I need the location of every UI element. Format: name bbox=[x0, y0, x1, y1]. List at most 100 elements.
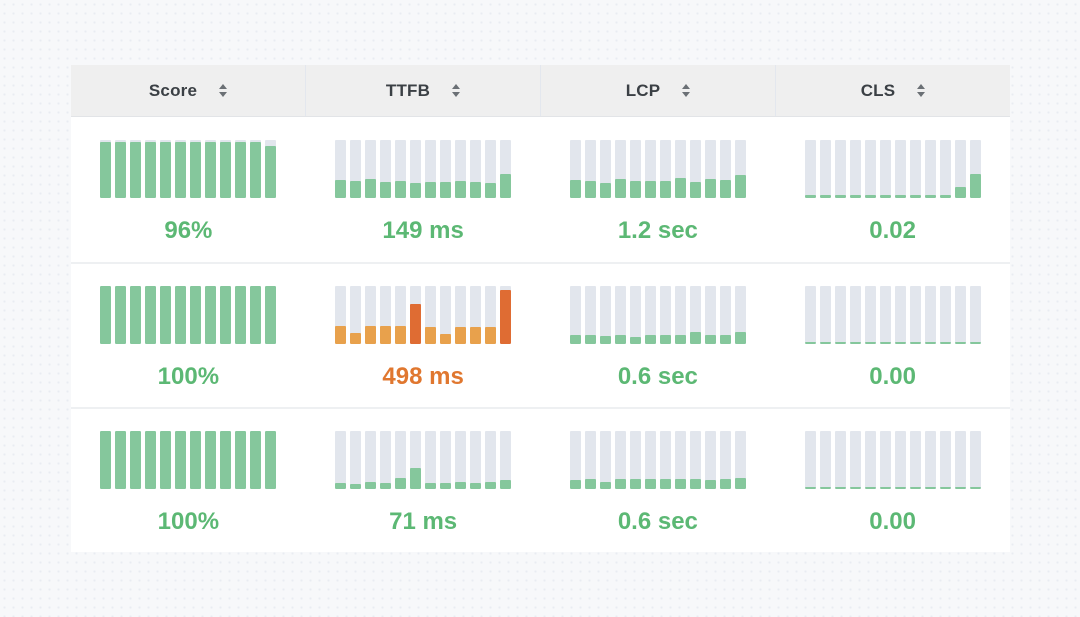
chart-bar bbox=[115, 285, 127, 344]
chart-bar bbox=[819, 285, 831, 344]
chart-bar bbox=[145, 430, 157, 489]
chart-bar bbox=[380, 430, 392, 489]
metric-value: 1.2 sec bbox=[617, 216, 698, 244]
chart-bar bbox=[335, 139, 347, 198]
chart-bar bbox=[849, 430, 861, 489]
chart-bar-fill bbox=[629, 336, 641, 344]
sort-icon[interactable] bbox=[682, 84, 691, 97]
chart-bar bbox=[220, 139, 232, 198]
chart-bar bbox=[819, 139, 831, 198]
chart-bar-fill bbox=[819, 341, 831, 344]
chart-bar bbox=[205, 285, 217, 344]
chart-bar bbox=[599, 430, 611, 489]
chart-bar bbox=[365, 139, 377, 198]
chart-bar-fill bbox=[190, 285, 202, 344]
chart-bar-fill bbox=[130, 430, 142, 489]
chart-bar bbox=[175, 430, 187, 489]
chart-bar-fill bbox=[410, 468, 422, 489]
metric-value: 71 ms bbox=[389, 507, 458, 535]
chart-bar-fill bbox=[954, 187, 966, 198]
chart-bar bbox=[265, 285, 277, 344]
chart-bar bbox=[584, 285, 596, 344]
metric-value: 0.00 bbox=[869, 507, 916, 535]
chart-bar bbox=[924, 139, 936, 198]
sort-icon[interactable] bbox=[452, 84, 461, 97]
column-header-score[interactable]: Score bbox=[71, 65, 305, 116]
chart-bar-fill bbox=[909, 195, 921, 198]
metrics-table: Score TTFB LCP CLS 96% 149 ms 1.2 sec 0.02 100%… bbox=[71, 65, 1010, 552]
chart-bar-fill bbox=[599, 183, 611, 198]
chart-bar-fill bbox=[250, 285, 262, 344]
sparkline-bar-chart bbox=[804, 139, 981, 198]
sort-down-arrow-icon bbox=[219, 92, 228, 97]
chart-bar bbox=[500, 139, 512, 198]
chart-bar bbox=[939, 285, 951, 344]
chart-bar bbox=[455, 285, 467, 344]
chart-bar bbox=[160, 285, 172, 344]
chart-bar-fill bbox=[894, 341, 906, 344]
chart-bar bbox=[145, 139, 157, 198]
metric-value: 100% bbox=[157, 362, 220, 390]
column-label: Score bbox=[148, 80, 198, 100]
chart-bar-fill bbox=[500, 290, 512, 344]
chart-bar-fill bbox=[115, 285, 127, 344]
chart-bar bbox=[145, 285, 157, 344]
column-header-cls[interactable]: CLS bbox=[775, 65, 1010, 116]
chart-bar-fill bbox=[350, 483, 362, 489]
chart-bar-fill bbox=[704, 335, 716, 344]
chart-bar-fill bbox=[175, 430, 187, 489]
chart-bar bbox=[644, 139, 656, 198]
chart-bar bbox=[834, 285, 846, 344]
chart-bar bbox=[804, 139, 816, 198]
cell-lcp: 1.2 sec bbox=[541, 117, 776, 262]
chart-bar bbox=[719, 285, 731, 344]
chart-bar bbox=[879, 285, 891, 344]
chart-bar bbox=[599, 285, 611, 344]
chart-bar bbox=[659, 285, 671, 344]
chart-bar bbox=[175, 285, 187, 344]
cell-cls: 0.02 bbox=[775, 117, 1010, 262]
column-header-lcp[interactable]: LCP bbox=[540, 65, 775, 116]
chart-bar bbox=[819, 430, 831, 489]
chart-bar-fill bbox=[819, 195, 831, 198]
chart-bar bbox=[410, 430, 422, 489]
chart-bar bbox=[689, 430, 701, 489]
chart-bar-fill bbox=[410, 304, 422, 344]
chart-bar bbox=[380, 139, 392, 198]
column-label: LCP bbox=[625, 80, 661, 100]
chart-bar-fill bbox=[335, 482, 347, 489]
column-header-ttfb[interactable]: TTFB bbox=[305, 65, 540, 116]
chart-bar bbox=[689, 139, 701, 198]
chart-bar-fill bbox=[909, 486, 921, 489]
chart-bar bbox=[879, 430, 891, 489]
chart-bar-fill bbox=[440, 182, 452, 198]
chart-bar-fill bbox=[395, 478, 407, 489]
chart-bar bbox=[425, 285, 437, 344]
chart-bar-fill bbox=[350, 181, 362, 198]
chart-bar bbox=[220, 430, 232, 489]
chart-bar-fill bbox=[205, 430, 217, 489]
chart-bar bbox=[455, 430, 467, 489]
chart-bar bbox=[115, 139, 127, 198]
chart-bar-fill bbox=[455, 327, 467, 344]
chart-bar-fill bbox=[235, 142, 247, 198]
table-body: 96% 149 ms 1.2 sec 0.02 100% 498 ms 0.6 sec 0.0… bbox=[71, 117, 1010, 552]
chart-bar bbox=[864, 285, 876, 344]
chart-bar bbox=[734, 430, 746, 489]
chart-bar bbox=[410, 285, 422, 344]
chart-bar bbox=[969, 139, 981, 198]
chart-bar bbox=[440, 139, 452, 198]
chart-bar-fill bbox=[250, 430, 262, 489]
chart-bar bbox=[500, 430, 512, 489]
table-row: 96% 149 ms 1.2 sec 0.02 bbox=[71, 117, 1010, 262]
chart-bar-fill bbox=[100, 285, 112, 344]
chart-bar-fill bbox=[614, 335, 626, 344]
chart-bar-fill bbox=[629, 181, 641, 198]
chart-bar-fill bbox=[849, 486, 861, 489]
sort-icon[interactable] bbox=[219, 84, 228, 97]
chart-bar bbox=[410, 139, 422, 198]
sort-icon[interactable] bbox=[917, 84, 926, 97]
chart-bar-fill bbox=[395, 181, 407, 198]
chart-bar-fill bbox=[924, 195, 936, 198]
chart-bar bbox=[235, 139, 247, 198]
